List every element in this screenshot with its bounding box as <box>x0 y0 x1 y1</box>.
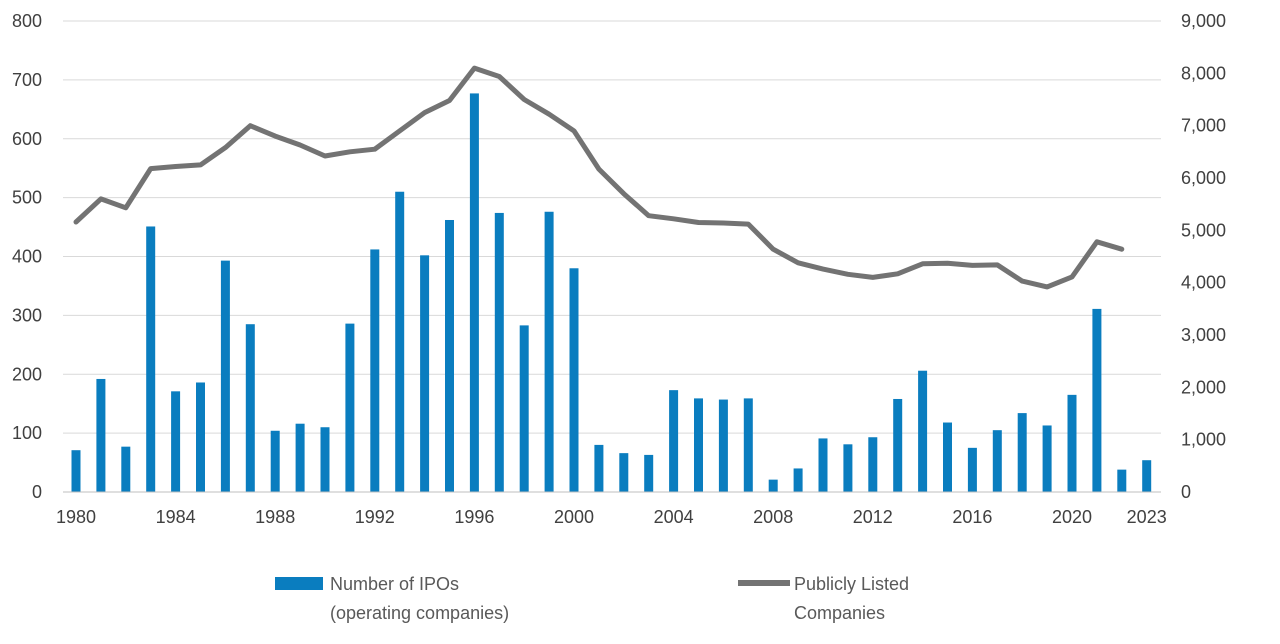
x-tick-label: 2012 <box>853 507 893 527</box>
listed-companies-line <box>73 65 1125 290</box>
ipo-bar <box>843 444 853 492</box>
ipo-bar <box>245 324 255 492</box>
ipo-bar <box>1067 394 1077 492</box>
ipo-bar <box>96 378 106 492</box>
x-tick-label: 2023 <box>1127 507 1167 527</box>
ipo-bar <box>718 399 728 492</box>
y-right-tick-label: 9,000 <box>1181 11 1226 31</box>
ipo-bar <box>868 437 878 492</box>
ipo-bar <box>469 93 479 492</box>
ipo-bar <box>1042 425 1052 492</box>
ipo-bar <box>1092 308 1102 492</box>
y-right-tick-label: 1,000 <box>1181 430 1226 450</box>
y-right-tick-label: 3,000 <box>1181 325 1226 345</box>
legend-swatch-ipos <box>275 577 323 590</box>
ipo-bar <box>370 249 380 492</box>
legend-label-listed-line1: Publicly Listed <box>794 574 909 594</box>
ipo-bar <box>220 260 230 492</box>
ipo-bar <box>494 212 504 492</box>
x-tick-label: 1992 <box>355 507 395 527</box>
y-left-tick-label: 300 <box>12 305 42 325</box>
x-tick-label: 2000 <box>554 507 594 527</box>
legend: Number of IPOs (operating companies) Pub… <box>275 574 909 623</box>
legend-label-listed-line2: Companies <box>794 603 885 623</box>
ipo-bar <box>818 438 828 492</box>
x-tick-label: 1984 <box>156 507 196 527</box>
ipo-bar <box>768 479 778 492</box>
ipo-bar <box>1142 460 1152 492</box>
ipo-bar <box>71 450 81 492</box>
y-left-tick-label: 600 <box>12 129 42 149</box>
ipo-bar <box>619 453 629 492</box>
ipo-bar <box>395 191 405 493</box>
ipo-bar <box>445 219 454 492</box>
ipo-bar <box>694 398 703 492</box>
ipo-bar <box>544 211 554 492</box>
x-tick-label: 1980 <box>56 507 96 527</box>
ipo-bar <box>1117 469 1127 492</box>
ipo-bar <box>345 323 355 492</box>
y-left-tick-label: 0 <box>32 482 42 502</box>
legend-label-ipos-line1: Number of IPOs <box>330 574 459 594</box>
ipo-bar <box>519 325 529 492</box>
ipo-bar <box>146 226 156 492</box>
ipo-bar <box>793 468 803 492</box>
ipo-bar <box>196 382 205 492</box>
y-right-tick-label: 7,000 <box>1181 116 1226 136</box>
ipo-bar <box>943 422 952 492</box>
y-right-tick-label: 6,000 <box>1181 168 1226 188</box>
y-left-tick-label: 100 <box>12 423 42 443</box>
ipo-bar <box>967 447 977 492</box>
ipo-bar <box>893 398 903 492</box>
y-right-tick-label: 8,000 <box>1181 63 1226 83</box>
y-left-tick-label: 800 <box>12 11 42 31</box>
ipo-bar <box>918 370 928 492</box>
listed-companies-line-layer <box>73 65 1125 290</box>
y-left-tick-label: 700 <box>12 70 42 90</box>
ipo-bar <box>1017 413 1027 492</box>
ipo-bar <box>270 430 280 492</box>
ipo-bar <box>295 423 305 492</box>
x-tick-label: 1996 <box>454 507 494 527</box>
y-right-tick-label: 2,000 <box>1181 377 1226 397</box>
ipo-bar <box>320 427 330 492</box>
ipo-bar <box>644 454 654 492</box>
x-tick-label: 2008 <box>753 507 793 527</box>
x-tick-label: 1988 <box>255 507 295 527</box>
ipo-bar <box>569 268 579 492</box>
ipo-bar <box>669 390 679 492</box>
y-left-tick-label: 200 <box>12 364 42 384</box>
legend-label-ipos-line2: (operating companies) <box>330 603 509 623</box>
ipo-bars <box>71 93 1152 493</box>
y-left-tick-label: 500 <box>12 188 42 208</box>
y-right-tick-label: 5,000 <box>1181 220 1226 240</box>
ipo-bar <box>992 430 1002 492</box>
x-tick-label: 2016 <box>952 507 992 527</box>
ipo-bar <box>121 446 131 492</box>
ipo-bar <box>420 255 430 492</box>
axes: 0 100 200 300 400 500 600 700 800 0 1,000 2,000 3,00… <box>12 11 1226 527</box>
x-tick-label: 2020 <box>1052 507 1092 527</box>
x-tick-label: 2004 <box>654 507 694 527</box>
y-left-tick-label: 400 <box>12 247 42 267</box>
ipo-bar <box>171 391 181 492</box>
y-right-tick-label: 0 <box>1181 482 1191 502</box>
ipo-bar <box>743 398 753 492</box>
y-right-tick-label: 4,000 <box>1181 273 1226 293</box>
ipo-bar <box>594 444 604 492</box>
